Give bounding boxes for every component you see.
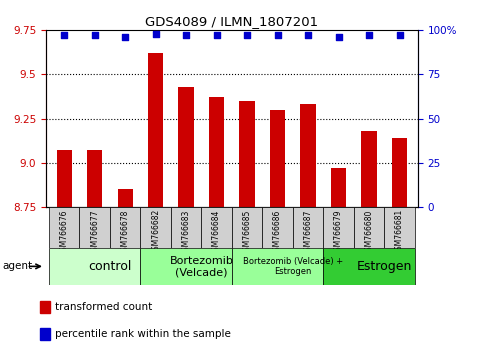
Text: agent: agent	[2, 261, 32, 272]
Bar	[392, 138, 407, 207]
Point	[121, 34, 129, 40]
Bar	[354, 207, 384, 248]
Text: GSM766678: GSM766678	[121, 209, 129, 256]
Bar	[141, 207, 171, 248]
Bar	[87, 150, 102, 207]
Point	[243, 33, 251, 38]
Title: GDS4089 / ILMN_1807201: GDS4089 / ILMN_1807201	[145, 15, 318, 28]
Point	[396, 33, 403, 38]
Point	[304, 33, 312, 38]
Point	[274, 33, 282, 38]
Bar	[179, 87, 194, 207]
Text: Bortezomib (Velcade) +
Estrogen: Bortezomib (Velcade) + Estrogen	[243, 257, 343, 276]
Bar	[384, 207, 415, 248]
Bar	[171, 207, 201, 248]
Bar	[361, 131, 377, 207]
Text: GSM766682: GSM766682	[151, 209, 160, 255]
Bar	[323, 248, 415, 285]
Bar	[110, 207, 141, 248]
Point	[335, 34, 342, 40]
Text: GSM766681: GSM766681	[395, 209, 404, 255]
Bar	[300, 104, 316, 207]
Bar	[201, 207, 232, 248]
Bar	[117, 189, 133, 207]
Text: control: control	[88, 260, 131, 273]
Bar	[40, 301, 50, 313]
Bar	[262, 207, 293, 248]
Bar	[293, 207, 323, 248]
Bar	[323, 207, 354, 248]
Text: GSM766676: GSM766676	[60, 209, 69, 256]
Text: GSM766687: GSM766687	[303, 209, 313, 256]
Point	[365, 33, 373, 38]
Text: GSM766683: GSM766683	[182, 209, 191, 256]
Bar	[79, 207, 110, 248]
Point	[152, 31, 159, 36]
Text: transformed count: transformed count	[55, 302, 152, 312]
Bar	[240, 101, 255, 207]
Text: Estrogen: Estrogen	[356, 260, 412, 273]
Point	[213, 33, 220, 38]
Bar	[49, 207, 79, 248]
Text: GSM766685: GSM766685	[242, 209, 252, 256]
Point	[60, 33, 68, 38]
Text: GSM766686: GSM766686	[273, 209, 282, 256]
Text: Bortezomib
(Velcade): Bortezomib (Velcade)	[170, 256, 233, 277]
Point	[91, 33, 99, 38]
Bar	[209, 97, 224, 207]
Bar	[141, 248, 232, 285]
Bar	[331, 168, 346, 207]
Bar	[270, 110, 285, 207]
Text: GSM766677: GSM766677	[90, 209, 99, 256]
Bar	[40, 327, 50, 339]
Bar	[148, 53, 163, 207]
Bar	[57, 150, 72, 207]
Bar	[232, 207, 262, 248]
Text: GSM766679: GSM766679	[334, 209, 343, 256]
Text: percentile rank within the sample: percentile rank within the sample	[55, 329, 230, 339]
Bar	[49, 248, 141, 285]
Point	[182, 33, 190, 38]
Text: GSM766684: GSM766684	[212, 209, 221, 256]
Text: GSM766680: GSM766680	[365, 209, 373, 256]
Bar	[232, 248, 323, 285]
